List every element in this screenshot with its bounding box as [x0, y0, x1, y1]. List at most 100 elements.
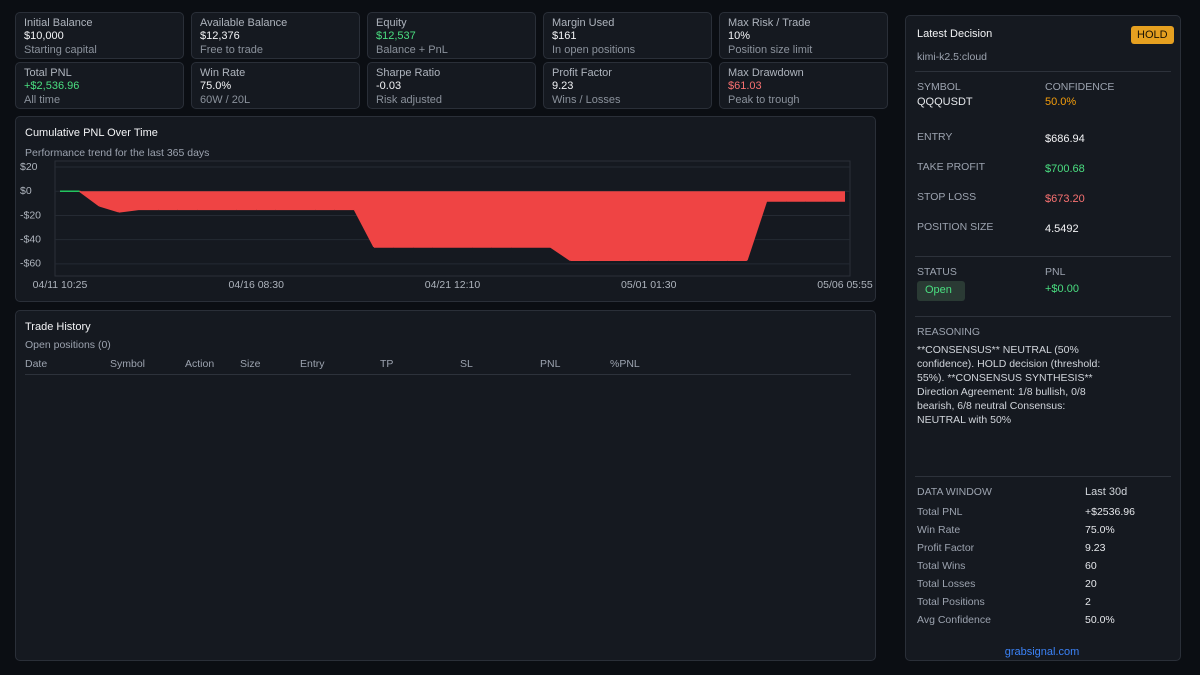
card-label: Initial Balance: [24, 17, 93, 29]
pnl-line: [550, 246, 571, 261]
card-sub: All time: [24, 94, 61, 106]
confidence-label: CONFIDENCE: [1045, 81, 1115, 93]
stat-label: Total Positions: [917, 596, 985, 608]
decision-panel: Latest Decision HOLD kimi-k2.5:cloud SYM…: [905, 15, 1181, 661]
card-value: $12,376: [200, 30, 240, 42]
footer-link[interactable]: grabsignal.com: [1004, 646, 1080, 658]
pnl-area: [60, 191, 845, 261]
stat-card: Max Risk / Trade 10% Position size limit: [719, 12, 888, 59]
card-sub: Balance + PnL: [376, 44, 448, 56]
stat-value: 2: [1085, 596, 1091, 608]
x-tick-label: 05/06 05:55: [817, 279, 873, 291]
card-sub: Position size limit: [728, 44, 813, 56]
y-tick-label: $0: [20, 185, 32, 197]
y-tick-label: -$40: [20, 233, 41, 245]
card-value: $161: [552, 30, 577, 42]
card-sub: Starting capital: [24, 44, 97, 56]
field-value: $700.68: [1045, 163, 1085, 175]
stat-card: Equity $12,537 Balance + PnL: [367, 12, 536, 59]
card-label: Win Rate: [200, 67, 246, 79]
pnl-line: [353, 209, 375, 248]
decision-title: Latest Decision: [917, 28, 993, 40]
card-label: Max Risk / Trade: [728, 17, 811, 29]
stat-label: Total PNL: [917, 506, 963, 518]
model: kimi-k2.5:cloud: [917, 51, 988, 63]
history-panel: Trade History Open positions (0) Date Sym…: [15, 310, 876, 661]
card-value: $61.03: [728, 80, 762, 92]
column-header: Action: [185, 358, 215, 370]
field-label: ENTRY: [917, 131, 953, 143]
card-label: Total PNL: [24, 67, 72, 79]
chart-subtitle: Performance trend for the last 365 days: [25, 147, 210, 159]
card-value: 75.0%: [200, 80, 232, 92]
reasoning-label: REASONING: [917, 326, 981, 338]
stat-value: +$2536.96: [1085, 506, 1135, 518]
column-header: Date: [25, 358, 48, 370]
column-header: Size: [240, 358, 261, 370]
card-label: Max Drawdown: [728, 67, 804, 79]
card-value: 9.23: [552, 80, 574, 92]
card-sub: Peak to trough: [728, 94, 800, 106]
card-label: Equity: [376, 17, 407, 29]
stat-label: Total Losses: [917, 578, 976, 590]
confidence: 50.0%: [1045, 96, 1077, 108]
history-subtitle: Open positions (0): [25, 339, 111, 351]
reasoning: **CONSENSUS** NEUTRAL (50% confidence). …: [917, 344, 1101, 426]
stat-card: Sharpe Ratio -0.03 Risk adjusted: [367, 62, 536, 109]
stat-card: Margin Used $161 In open positions: [543, 12, 712, 59]
stat-card: Profit Factor 9.23 Wins / Losses: [543, 62, 712, 109]
column-header: TP: [380, 358, 394, 370]
card-label: Profit Factor: [552, 67, 612, 79]
card-value: 10%: [728, 30, 751, 42]
pnl-line: [118, 208, 139, 213]
stat-label: Avg Confidence: [917, 614, 991, 626]
x-tick-label: 04/16 08:30: [229, 279, 285, 291]
window-label: DATA WINDOW: [917, 486, 992, 498]
stat-value: 60: [1085, 560, 1097, 572]
divider: [915, 316, 1171, 317]
pnl-line: [746, 200, 768, 261]
stat-card: Total PNL +$2,536.96 All time: [15, 62, 184, 109]
card-value: -0.03: [376, 80, 402, 92]
x-tick-label: 04/21 12:10: [425, 279, 481, 291]
field-label: STOP LOSS: [917, 191, 977, 203]
plot-area: [54, 160, 851, 277]
card-value: $10,000: [24, 30, 64, 42]
divider: [915, 256, 1171, 257]
card-value: +$2,536.96: [24, 80, 80, 92]
field-value: 4.5492: [1045, 223, 1079, 235]
column-header: Entry: [300, 358, 325, 370]
pnl-line: [79, 190, 100, 207]
card-sub: Wins / Losses: [552, 94, 621, 106]
card-label: Margin Used: [552, 17, 615, 29]
column-header: SL: [460, 358, 473, 370]
y-tick-label: $20: [20, 161, 38, 173]
stat-card: Win Rate 75.0% 60W / 20L: [191, 62, 360, 109]
field-label: TAKE PROFIT: [917, 161, 986, 173]
card-sub: 60W / 20L: [200, 94, 251, 106]
field-value: $686.94: [1045, 133, 1085, 145]
chart-title: Cumulative PNL Over Time: [25, 127, 158, 139]
stat-value: 75.0%: [1085, 524, 1115, 536]
field-label: POSITION SIZE: [917, 221, 994, 233]
y-tick-label: -$20: [20, 209, 41, 221]
stat-label: Profit Factor: [917, 542, 975, 554]
status: Open: [917, 281, 965, 301]
x-tick-label: 05/01 01:30: [621, 279, 677, 291]
card-value: $12,537: [376, 30, 416, 42]
divider: [915, 71, 1171, 72]
stat-card: Max Drawdown $61.03 Peak to trough: [719, 62, 888, 109]
column-header: %PNL: [610, 358, 640, 370]
divider: [915, 476, 1171, 477]
column-header: Symbol: [110, 358, 146, 370]
stat-card: Available Balance $12,376 Free to trade: [191, 12, 360, 59]
status-label: STATUS: [917, 266, 957, 278]
card-sub: Free to trade: [200, 44, 263, 56]
stat-value: 9.23: [1085, 542, 1106, 554]
card-sub: In open positions: [552, 44, 636, 56]
stat-value: 20: [1085, 578, 1097, 590]
stat-label: Win Rate: [917, 524, 961, 536]
stat-label: Total Wins: [917, 560, 966, 572]
